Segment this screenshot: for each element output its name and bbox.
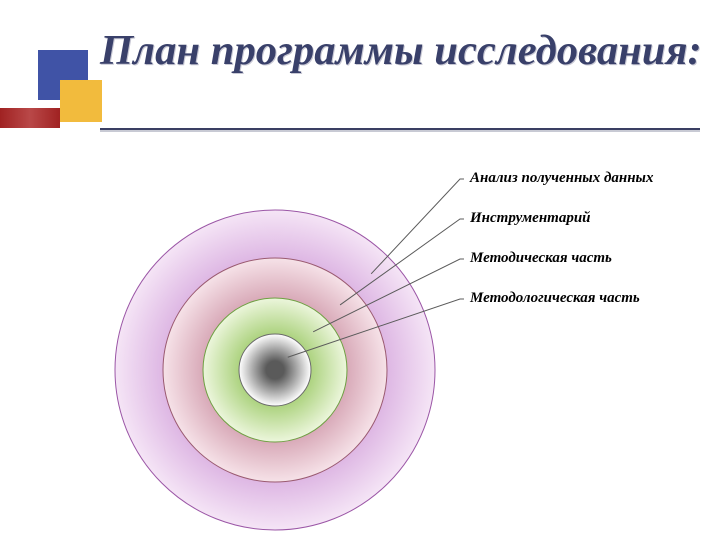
ring-3 (239, 334, 311, 406)
slide: План программы исследования: Анализ полу… (0, 0, 720, 540)
rings-group (115, 210, 435, 530)
ring-label-2: Методическая часть (470, 250, 612, 267)
ring-label-0: Анализ полученных данных (470, 170, 653, 187)
diagram-svg (0, 0, 720, 540)
ring-label-1: Инструментарий (470, 210, 591, 227)
ring-label-3: Методологическая часть (470, 290, 640, 307)
